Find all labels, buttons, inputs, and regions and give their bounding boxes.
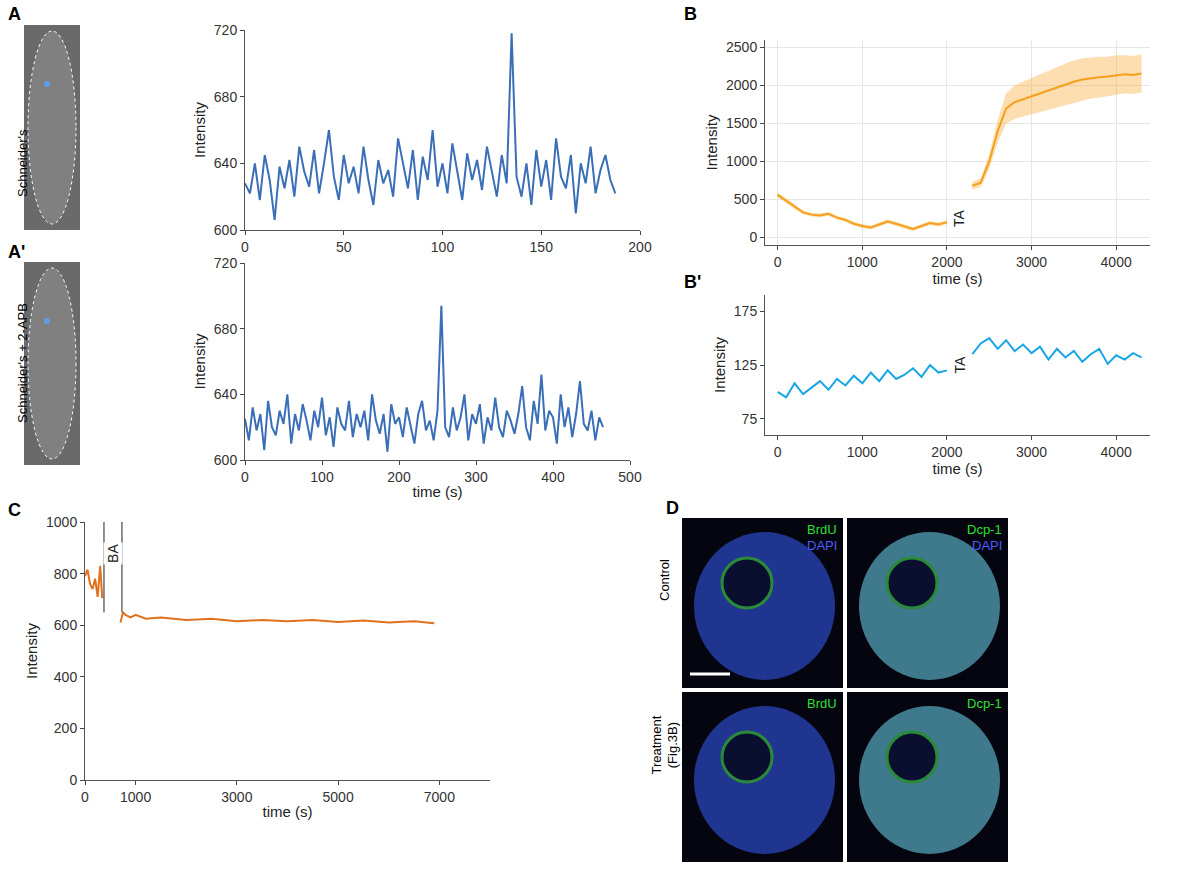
svg-text:640: 640	[214, 386, 238, 402]
svg-text:100: 100	[431, 239, 455, 255]
svg-text:0: 0	[241, 239, 249, 255]
svg-text:500: 500	[734, 191, 758, 207]
svg-text:Intensity: Intensity	[191, 333, 208, 389]
svg-text:0: 0	[774, 254, 782, 270]
svg-text:time (s): time (s)	[933, 270, 983, 287]
svg-text:1000: 1000	[726, 153, 757, 169]
svg-text:TA: TA	[952, 356, 968, 374]
svg-text:640: 640	[214, 155, 238, 171]
svg-text:2000: 2000	[726, 77, 757, 93]
svg-text:2000: 2000	[931, 254, 962, 270]
svg-text:720: 720	[214, 255, 238, 271]
svg-text:Dcp-1: Dcp-1	[967, 522, 1002, 537]
svg-text:7000: 7000	[424, 789, 455, 805]
svg-text:Intensity: Intensity	[191, 102, 208, 158]
svg-text:2000: 2000	[931, 444, 962, 460]
svg-text:B': B'	[684, 272, 701, 292]
svg-text:3000: 3000	[1016, 254, 1047, 270]
svg-text:800: 800	[54, 566, 78, 582]
svg-text:200: 200	[54, 720, 78, 736]
svg-text:75: 75	[742, 411, 758, 427]
svg-text:600: 600	[54, 617, 78, 633]
svg-text:2500: 2500	[726, 39, 757, 55]
svg-text:4000: 4000	[1101, 254, 1132, 270]
svg-text:Dcp-1: Dcp-1	[967, 696, 1002, 711]
svg-text:BA: BA	[105, 544, 121, 563]
svg-text:1000: 1000	[46, 514, 77, 530]
svg-text:0: 0	[69, 772, 77, 788]
svg-text:D: D	[666, 498, 679, 518]
svg-text:0: 0	[81, 789, 89, 805]
svg-text:1000: 1000	[847, 254, 878, 270]
svg-text:Intensity: Intensity	[711, 337, 728, 393]
svg-text:680: 680	[214, 321, 238, 337]
svg-text:600: 600	[214, 222, 238, 238]
svg-text:BrdU: BrdU	[807, 522, 837, 537]
svg-text:Intensity: Intensity	[23, 623, 40, 679]
svg-text:Schneider's + 2-APB: Schneider's + 2-APB	[15, 303, 30, 423]
svg-text:720: 720	[214, 22, 238, 38]
svg-text:400: 400	[54, 669, 78, 685]
svg-text:TA: TA	[951, 210, 967, 228]
svg-text:3000: 3000	[1016, 444, 1047, 460]
svg-text:5000: 5000	[323, 789, 354, 805]
svg-text:1000: 1000	[120, 789, 151, 805]
svg-text:125: 125	[734, 357, 758, 373]
svg-text:A: A	[8, 4, 21, 24]
svg-text:Treatment(Fig.3B): Treatment(Fig.3B)	[649, 715, 681, 774]
svg-text:300: 300	[464, 469, 488, 485]
svg-text:Control: Control	[657, 559, 672, 601]
svg-text:0: 0	[241, 469, 249, 485]
svg-text:1500: 1500	[726, 115, 757, 131]
svg-text:175: 175	[734, 303, 758, 319]
svg-text:Intensity: Intensity	[703, 114, 720, 170]
svg-text:50: 50	[336, 239, 352, 255]
svg-text:150: 150	[530, 239, 554, 255]
svg-text:BrdU: BrdU	[807, 696, 837, 711]
svg-text:680: 680	[214, 89, 238, 105]
svg-text:0: 0	[749, 229, 757, 245]
svg-text:Schneider's: Schneider's	[15, 129, 30, 197]
svg-text:B: B	[684, 4, 697, 24]
svg-text:400: 400	[541, 469, 565, 485]
svg-text:C: C	[8, 500, 21, 520]
svg-text:200: 200	[628, 239, 652, 255]
svg-text:500: 500	[618, 469, 642, 485]
svg-text:time (s): time (s)	[933, 460, 983, 477]
svg-text:DAPI: DAPI	[972, 538, 1002, 553]
svg-text:3000: 3000	[221, 789, 252, 805]
svg-text:DAPI: DAPI	[807, 538, 837, 553]
svg-text:time (s): time (s)	[413, 483, 463, 500]
svg-text:200: 200	[387, 469, 411, 485]
svg-text:1000: 1000	[847, 444, 878, 460]
svg-text:4000: 4000	[1101, 444, 1132, 460]
svg-text:A': A'	[8, 242, 25, 262]
svg-text:100: 100	[310, 469, 334, 485]
svg-text:time (s): time (s)	[263, 803, 313, 820]
svg-text:600: 600	[214, 452, 238, 468]
svg-text:0: 0	[774, 444, 782, 460]
